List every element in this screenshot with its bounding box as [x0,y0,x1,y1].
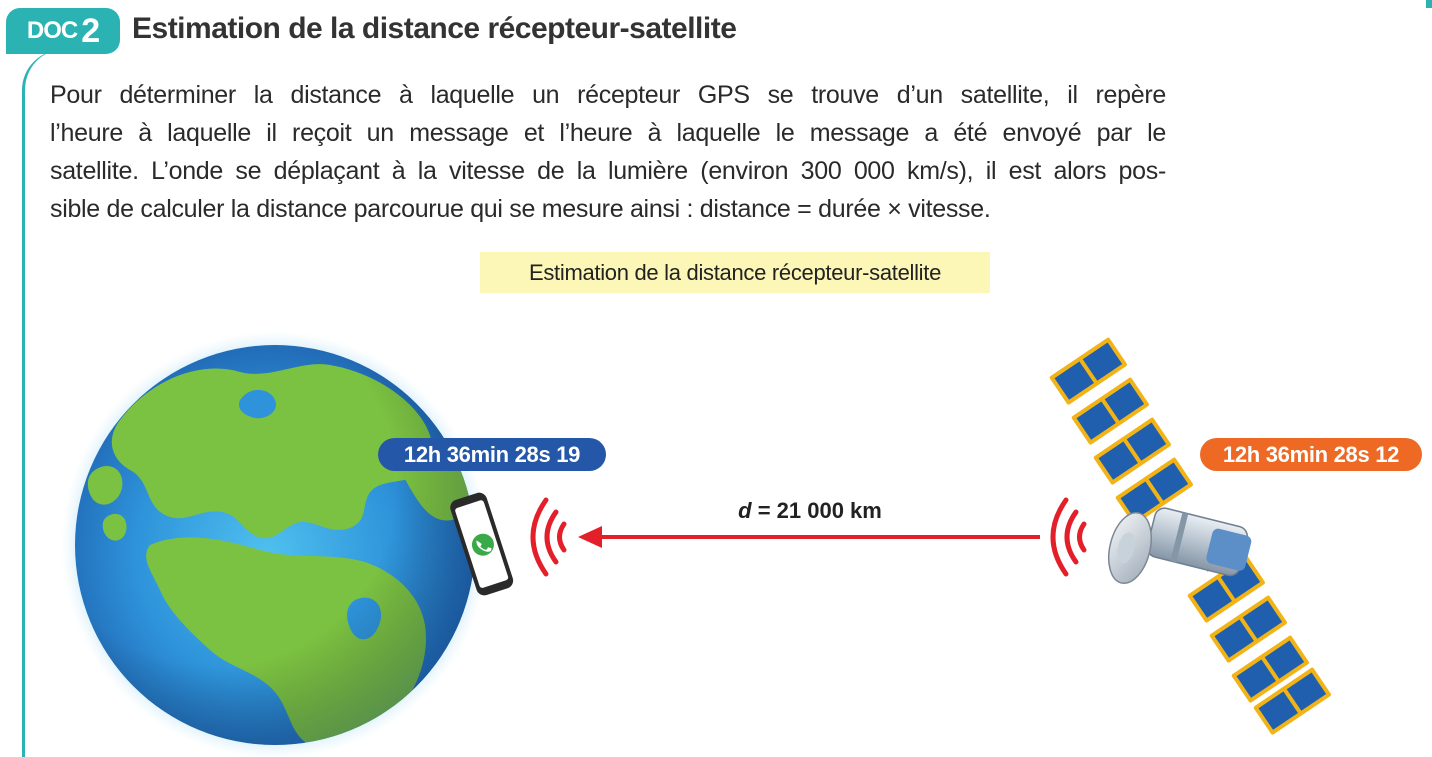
doc-title: Estimation de la distance récepteur-sate… [132,12,737,45]
doc-badge: DOC 2 [6,8,120,54]
distance-value: = 21 000 km [751,498,882,523]
doc-badge-word: DOC [26,17,78,44]
satellite [1049,337,1331,735]
receiver-time-badge: 12h 36min 28s 19 [378,438,606,471]
distance-label: d = 21 000 km [700,498,920,524]
earth-globe [61,331,489,757]
figure-caption: Estimation de la distance récepteur-sate… [480,252,990,293]
body-line: Pour déterminer la distance à laquelle u… [50,81,1166,109]
corner-mark [1426,0,1432,8]
satellite-signal-waves [1050,497,1087,577]
smartphone-phone-icon [450,492,514,596]
receiver-signal-waves [530,497,567,577]
body-line: l’heure à laquelle il reçoit un message … [50,119,1166,147]
doc-badge-number: 2 [81,11,100,50]
distance-arrow [578,526,1040,548]
body-line: sible de calculer la distance parcourue … [50,195,991,223]
body-line: satellite. L’onde se déplaçant à la vite… [50,157,1166,185]
document-frame-border [22,50,85,757]
body-paragraph: Pour déterminer la distance à laquelle u… [50,76,1166,228]
distance-variable: d [738,498,752,523]
satellite-time-badge: 12h 36min 28s 12 [1200,438,1422,471]
